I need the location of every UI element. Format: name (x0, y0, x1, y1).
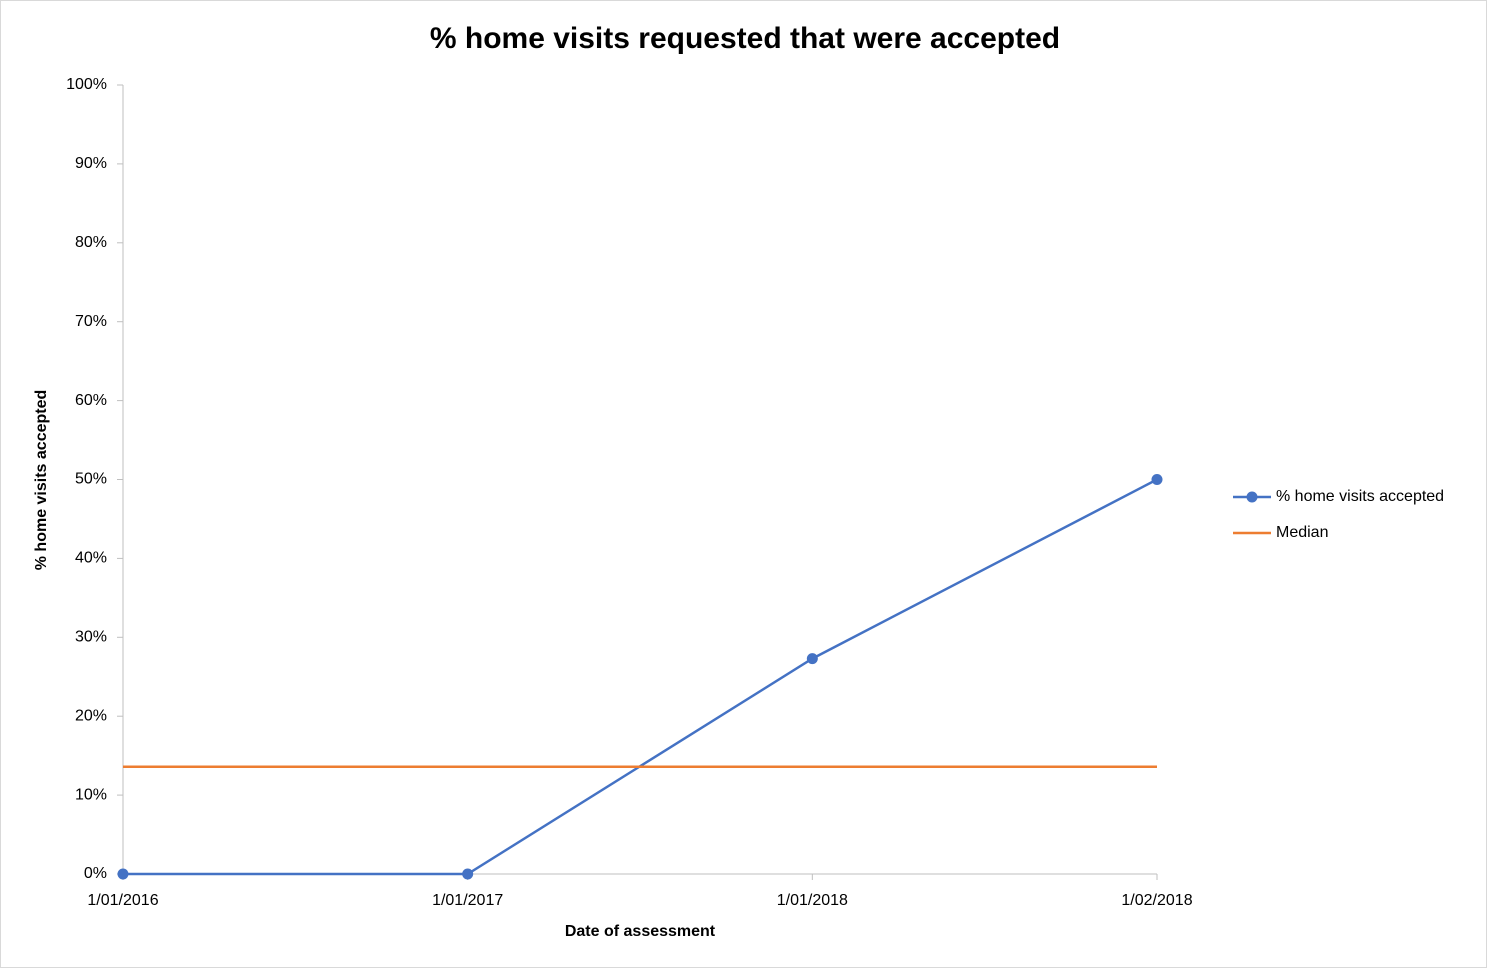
x-tick-label: 1/02/2018 (1121, 892, 1192, 909)
point (117, 868, 129, 880)
y-tick-label: 90% (75, 155, 107, 172)
y-tick-label: 10% (75, 786, 107, 803)
legend-label: Median (1276, 524, 1328, 541)
y-axis-title: % home visits accepted (33, 390, 50, 571)
y-tick-label: 70% (75, 313, 107, 330)
x-axis-title: Date of assessment (565, 923, 716, 940)
y-tick-label: 80% (75, 234, 107, 251)
legend-marker (1246, 491, 1258, 503)
chart-title: % home visits requested that were accept… (430, 22, 1060, 55)
x-tick-label: 1/01/2018 (777, 892, 848, 909)
y-tick-label: 60% (75, 392, 107, 409)
point (806, 653, 818, 665)
y-tick-label: 20% (75, 707, 107, 724)
y-tick-label: 50% (75, 471, 107, 488)
y-tick-label: 40% (75, 550, 107, 567)
y-tick-label: 30% (75, 629, 107, 646)
point (1151, 474, 1163, 485)
legend-label: % home visits accepted (1276, 488, 1444, 505)
y-tick-label: 100% (66, 76, 107, 93)
point (462, 868, 474, 880)
x-tick-label: 1/01/2016 (87, 892, 158, 909)
y-tick-label: 0% (84, 865, 107, 882)
x-tick-label: 1/01/2017 (432, 892, 503, 909)
